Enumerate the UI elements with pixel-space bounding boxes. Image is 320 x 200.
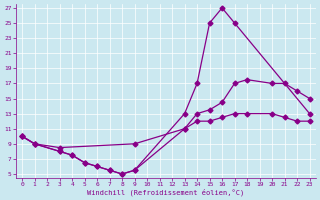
X-axis label: Windchill (Refroidissement éolien,°C): Windchill (Refroidissement éolien,°C) bbox=[87, 188, 244, 196]
